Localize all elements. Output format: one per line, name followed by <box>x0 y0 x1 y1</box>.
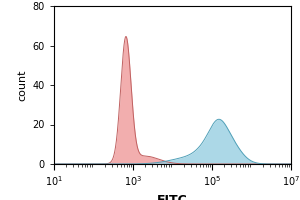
X-axis label: FITC: FITC <box>157 194 188 200</box>
Y-axis label: count: count <box>17 69 27 101</box>
